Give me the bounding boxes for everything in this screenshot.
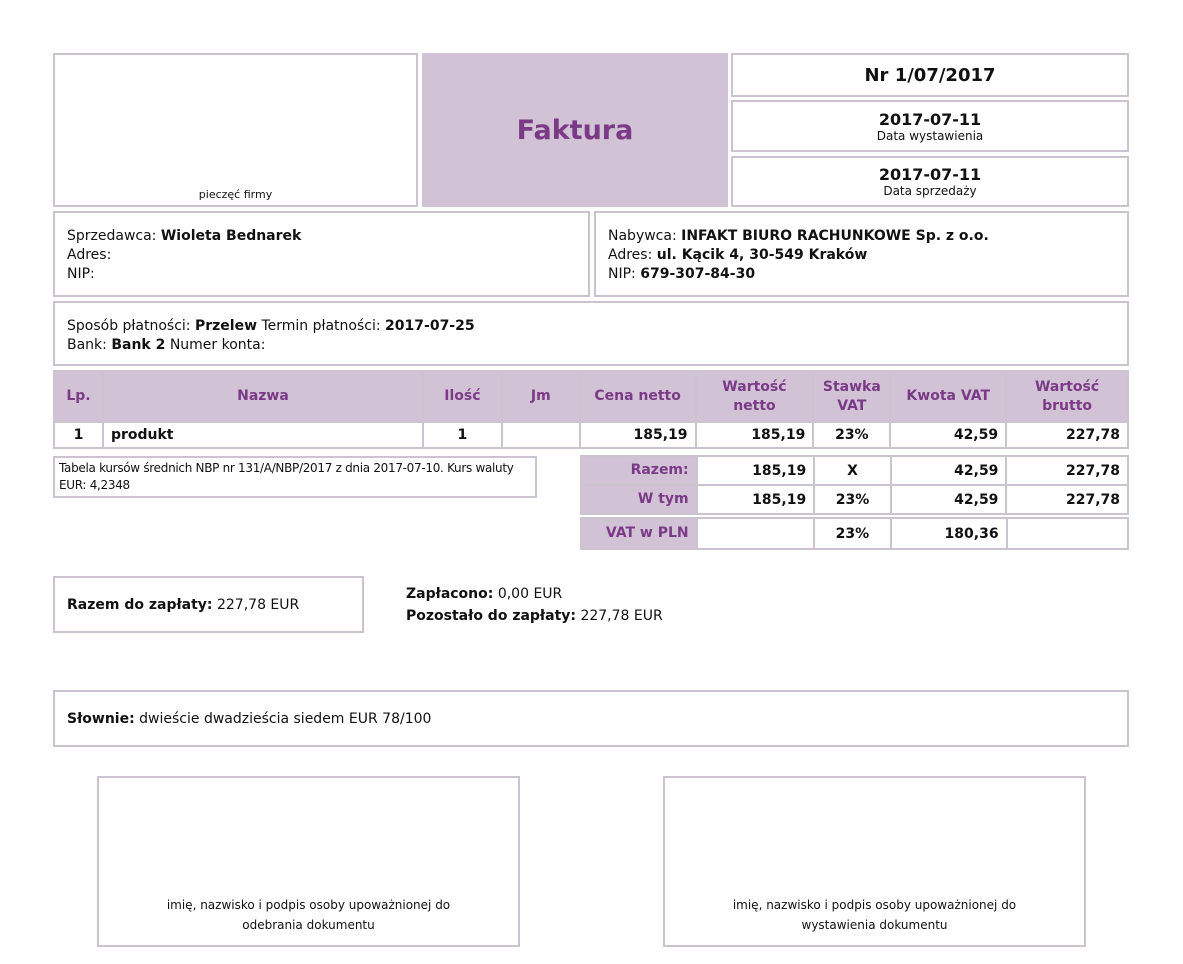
col-rate: Stawka VAT bbox=[812, 370, 892, 423]
cell-rate: 23% bbox=[812, 421, 892, 449]
issue-date-box: 2017-07-11 Data wystawienia bbox=[731, 100, 1129, 152]
cell-lp: 1 bbox=[53, 421, 104, 449]
vat-pln-net bbox=[695, 517, 816, 550]
document-title: Faktura bbox=[516, 114, 634, 146]
col-qty: Ilość bbox=[421, 370, 503, 423]
amount-due-box: Razem do zapłaty: 227,78 EUR bbox=[53, 576, 364, 633]
total-gross: 227,78 bbox=[1005, 455, 1129, 486]
payment-due-label: Termin płatności: bbox=[261, 318, 381, 334]
seller-label: Sprzedawca: bbox=[67, 228, 157, 244]
summary-incl-row: W tym 185,19 23% 42,59 227,78 bbox=[580, 484, 1129, 515]
payment-box: Sposób płatności: Przelew Termin płatnoś… bbox=[53, 301, 1129, 366]
seller-box: Sprzedawca: Wioleta Bednarek Adres: NIP: bbox=[53, 211, 590, 297]
remaining-label: Pozostało do zapłaty: bbox=[406, 608, 576, 624]
company-stamp-box: pieczęć firmy bbox=[53, 53, 418, 207]
cell-qty: 1 bbox=[421, 421, 503, 449]
receiver-signature-box: imię, nazwisko i podpis osoby upoważnion… bbox=[97, 776, 520, 947]
account-label: Numer konta: bbox=[169, 337, 266, 353]
vat-pln-table: VAT w PLN 23% 180,36 bbox=[580, 517, 1130, 550]
words-value: dwieście dwadzieścia siedem EUR 78/100 bbox=[139, 711, 432, 727]
payment-method: Przelew bbox=[194, 318, 258, 334]
invoice-number: Nr 1/07/2017 bbox=[864, 64, 996, 86]
stamp-label: pieczęć firmy bbox=[198, 188, 273, 201]
remaining-amount: 227,78 EUR bbox=[580, 608, 663, 624]
seller-address-label: Adres: bbox=[67, 247, 112, 263]
bank-label: Bank: bbox=[67, 337, 107, 353]
buyer-nip-label: NIP: bbox=[608, 266, 636, 282]
payment-due: 2017-07-25 bbox=[385, 318, 475, 334]
cell-gross: 227,78 bbox=[1005, 421, 1129, 449]
total-vat: 42,59 bbox=[889, 455, 1008, 486]
issue-date: 2017-07-11 bbox=[878, 109, 982, 129]
amount-due: 227,78 EUR bbox=[216, 597, 300, 613]
cell-unit bbox=[500, 421, 581, 449]
issuer-signature-label: imię, nazwisko i podpis osoby upoważnion… bbox=[732, 898, 1017, 932]
incl-vat: 42,59 bbox=[889, 484, 1008, 515]
seller-name: Wioleta Bednarek bbox=[160, 228, 302, 244]
amount-in-words-box: Słownie: dwieście dwadzieścia siedem EUR… bbox=[53, 690, 1129, 747]
buyer-address-label: Adres: bbox=[608, 247, 653, 263]
items-table: Lp. Nazwa Ilość Jm Cena netto Wartość ne… bbox=[53, 370, 1129, 449]
amount-due-label: Razem do zapłaty: bbox=[67, 597, 213, 613]
invoice-number-box: Nr 1/07/2017 bbox=[731, 53, 1129, 97]
buyer-address: ul. Kącik 4, 30-549 Kraków bbox=[656, 247, 868, 263]
cell-name: produkt bbox=[101, 421, 424, 449]
paid-amount: 0,00 EUR bbox=[497, 586, 563, 602]
paid-label: Zapłacono: bbox=[406, 586, 494, 602]
table-header-row: Lp. Nazwa Ilość Jm Cena netto Wartość ne… bbox=[53, 370, 1129, 423]
vat-pln-vat: 180,36 bbox=[889, 517, 1008, 550]
incl-rate: 23% bbox=[813, 484, 892, 515]
total-label: Razem: bbox=[580, 455, 698, 486]
col-vat: Kwota VAT bbox=[889, 370, 1008, 423]
payment-status: Zapłacono: 0,00 EUR Pozostało do zapłaty… bbox=[406, 583, 663, 627]
total-rate: X bbox=[813, 455, 892, 486]
col-unit: Jm bbox=[500, 370, 581, 423]
sale-date-box: 2017-07-11 Data sprzedaży bbox=[731, 156, 1129, 207]
vat-pln-row: VAT w PLN 23% 180,36 bbox=[580, 517, 1130, 550]
col-net: Wartość netto bbox=[694, 370, 815, 423]
exchange-rate-note: Tabela kursów średnich NBP nr 131/A/NBP/… bbox=[53, 456, 537, 498]
buyer-box: Nabywca: INFAKT BIURO RACHUNKOWE Sp. z o… bbox=[594, 211, 1129, 297]
col-price: Cena netto bbox=[578, 370, 697, 423]
buyer-name: INFAKT BIURO RACHUNKOWE Sp. z o.o. bbox=[681, 228, 989, 244]
payment-method-label: Sposób płatności: bbox=[67, 318, 191, 334]
seller-nip-label: NIP: bbox=[67, 266, 95, 282]
vat-pln-rate: 23% bbox=[813, 517, 892, 550]
words-label: Słownie: bbox=[67, 711, 135, 727]
vat-pln-label: VAT w PLN bbox=[580, 517, 698, 550]
summary-table: Razem: 185,19 X 42,59 227,78 W tym 185,1… bbox=[580, 455, 1129, 515]
buyer-nip: 679-307-84-30 bbox=[640, 266, 756, 282]
issuer-signature-box: imię, nazwisko i podpis osoby upoważnion… bbox=[663, 776, 1086, 947]
bank-name: Bank 2 bbox=[111, 337, 166, 353]
incl-gross: 227,78 bbox=[1005, 484, 1129, 515]
cell-net: 185,19 bbox=[694, 421, 815, 449]
incl-net: 185,19 bbox=[695, 484, 816, 515]
col-gross: Wartość brutto bbox=[1005, 370, 1129, 423]
issue-date-label: Data wystawienia bbox=[876, 128, 984, 143]
cell-price: 185,19 bbox=[578, 421, 697, 449]
summary-total-row: Razem: 185,19 X 42,59 227,78 bbox=[580, 455, 1129, 486]
sale-date-label: Data sprzedaży bbox=[883, 184, 977, 198]
col-name: Nazwa bbox=[101, 370, 424, 423]
receiver-signature-label: imię, nazwisko i podpis osoby upoważnion… bbox=[166, 898, 451, 932]
title-box: Faktura bbox=[422, 53, 728, 207]
cell-vat: 42,59 bbox=[889, 421, 1008, 449]
col-lp: Lp. bbox=[53, 370, 104, 423]
buyer-label: Nabywca: bbox=[608, 228, 677, 244]
incl-label: W tym bbox=[580, 484, 698, 515]
total-net: 185,19 bbox=[695, 455, 816, 486]
vat-pln-gross bbox=[1005, 517, 1130, 550]
table-row: 1 produkt 1 185,19 185,19 23% 42,59 227,… bbox=[53, 421, 1129, 449]
sale-date: 2017-07-11 bbox=[878, 165, 982, 184]
